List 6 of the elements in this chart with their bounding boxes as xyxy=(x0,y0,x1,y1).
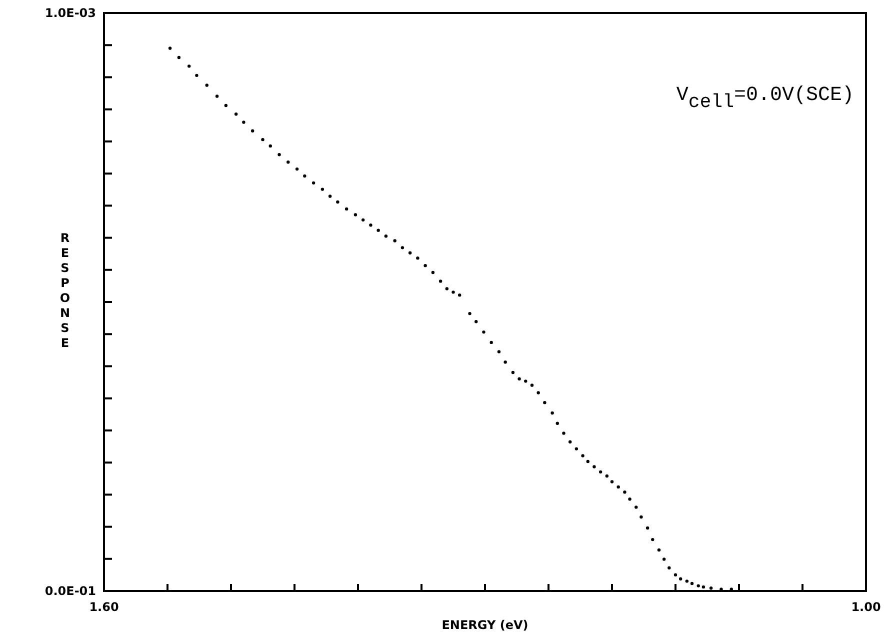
y-tick-label: 0.0E-01 xyxy=(44,584,96,598)
x-tick-label: 1.00 xyxy=(851,600,881,614)
x-tick-label: 1.60 xyxy=(89,600,119,614)
y-tick-label: 1.0E-03 xyxy=(44,6,96,20)
y-axis-title: RESPONSE xyxy=(60,231,70,350)
x-axis-title: ENERGY (eV) xyxy=(442,618,528,632)
